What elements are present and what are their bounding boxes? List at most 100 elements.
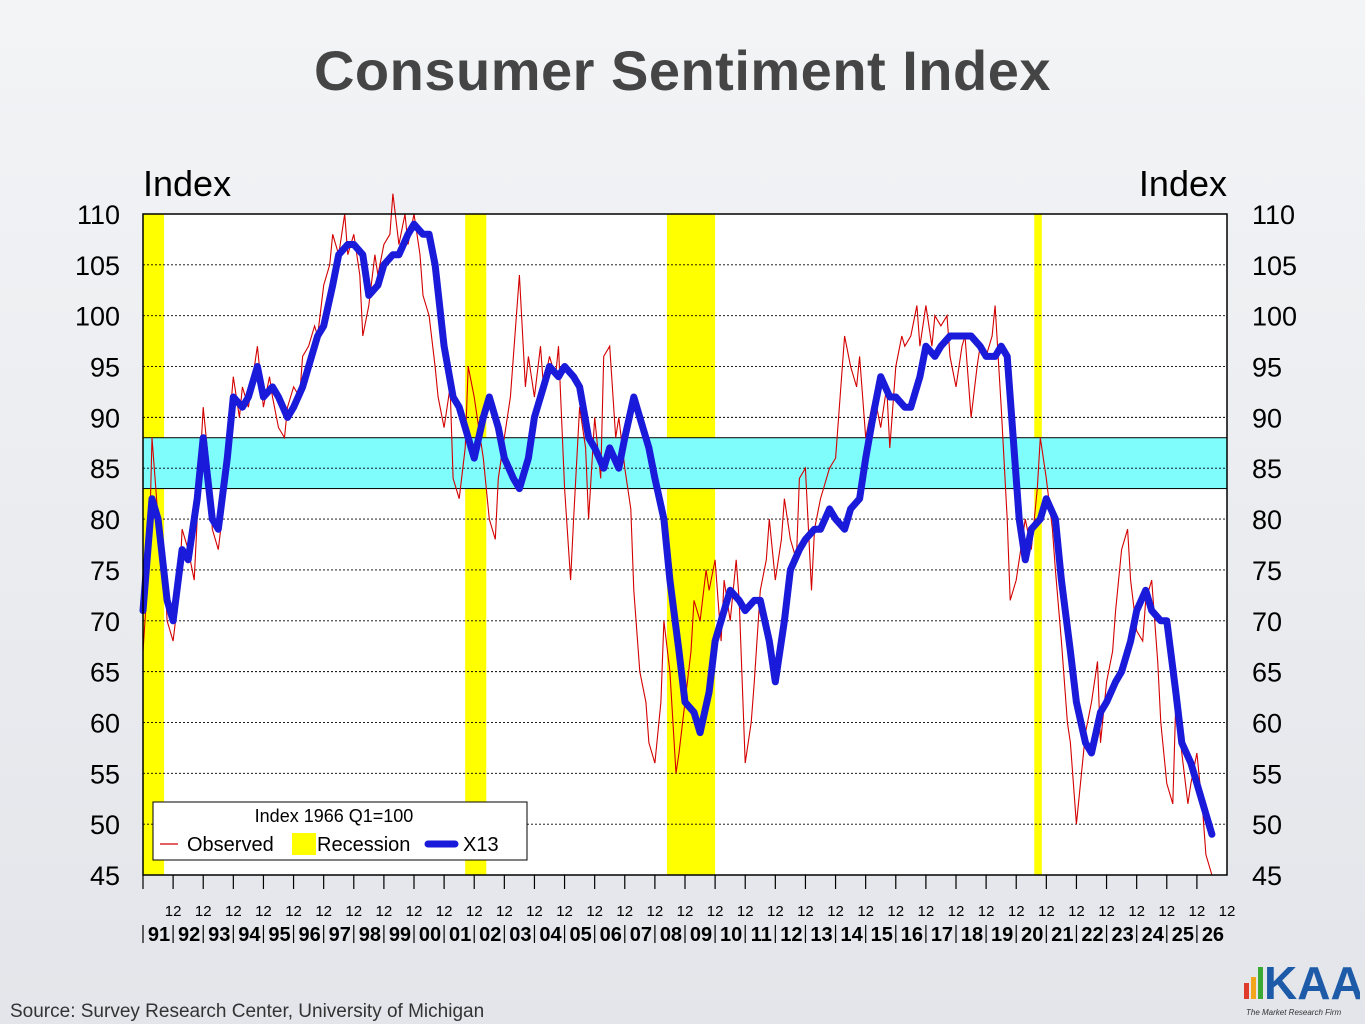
right-axis-label: Index	[1139, 163, 1227, 204]
y-tick-left-60: 60	[90, 708, 120, 738]
y-tick-left-45: 45	[90, 861, 120, 891]
x-tick-year-label-99: 99	[389, 924, 411, 946]
legend-title: Index 1966 Q1=100	[255, 806, 414, 826]
x-tick-top-label-03: 12	[526, 903, 543, 920]
series-observed-line	[142, 193, 1213, 876]
x-tick-year-label-98: 98	[359, 924, 381, 946]
legend: Index 1966 Q1=100 Observed Recession X13	[152, 801, 528, 861]
legend-recession-swatch	[292, 833, 316, 855]
x-tick-top-label-21: 12	[1068, 903, 1085, 920]
legend-x13-label: X13	[463, 834, 499, 856]
x-tick-top-label-25: 12	[1189, 903, 1206, 920]
series-layer	[139, 193, 1216, 876]
x-tick-top-label-93: 12	[225, 903, 242, 920]
x-tick-top-label-24: 12	[1158, 903, 1175, 920]
x-tick-top-label-96: 12	[315, 903, 332, 920]
y-tick-right-80: 80	[1252, 505, 1282, 535]
x-tick-top-label-13: 12	[827, 903, 844, 920]
x-tick-top-label-98: 12	[376, 903, 393, 920]
band-layer	[142, 437, 1228, 490]
x-tick-year-label-91: 91	[148, 924, 170, 946]
x-tick-year-label-17: 17	[931, 924, 953, 946]
x-tick-year-label-09: 09	[690, 924, 712, 946]
y-tick-right-50: 50	[1252, 810, 1282, 840]
y-tick-right-110: 110	[1252, 200, 1295, 230]
x-tick-year-label-19: 19	[991, 924, 1013, 946]
x-tick-year-label-18: 18	[961, 924, 983, 946]
x-tick-year-label-08: 08	[660, 924, 682, 946]
y-tick-right-65: 65	[1252, 658, 1282, 688]
kaa-logo: KAA The Market Research Firm	[1244, 957, 1360, 1017]
x-tick-year-label-03: 03	[509, 924, 531, 946]
x-tick-year-label-23: 23	[1111, 924, 1133, 946]
x-tick-top-label-94: 12	[255, 903, 272, 920]
y-tick-right-45: 45	[1252, 861, 1282, 891]
x-tick-top-label-15: 12	[887, 903, 904, 920]
y-tick-right-55: 55	[1252, 759, 1282, 789]
x-tick-year-label-20: 20	[1021, 924, 1043, 946]
x-tick-top-label-02: 12	[496, 903, 513, 920]
x-tick-top-label-07: 12	[647, 903, 664, 920]
y-tick-left-75: 75	[90, 556, 120, 586]
recession-bar-3	[1034, 214, 1042, 875]
x-tick-top-label-10: 12	[737, 903, 754, 920]
x-tick-top-label-12: 12	[797, 903, 814, 920]
x-tick-top-label-22: 12	[1098, 903, 1115, 920]
x-tick-top-label-91: 12	[165, 903, 182, 920]
x-tick-top-label-08: 12	[677, 903, 694, 920]
x-tick-year-label-22: 22	[1081, 924, 1103, 946]
x-tick-year-label-04: 04	[539, 924, 562, 946]
logo-wordmark: KAA	[1264, 957, 1360, 1009]
x-tick-year-label-11: 11	[751, 924, 772, 946]
x-tick-year-label-26: 26	[1202, 924, 1224, 946]
x-tick-year-label-96: 96	[298, 924, 320, 946]
y-tick-left-55: 55	[90, 759, 120, 789]
x-tick-top-label-18: 12	[978, 903, 995, 920]
x-tick-top-label-01: 12	[466, 903, 483, 920]
y-tick-left-80: 80	[90, 505, 120, 535]
x-tick-year-label-21: 21	[1051, 924, 1073, 946]
x-tick-year-label-95: 95	[268, 924, 290, 946]
x-tick-year-label-25: 25	[1172, 924, 1194, 946]
logo-tagline: The Market Research Firm	[1246, 1008, 1341, 1017]
legend-recession-label: Recession	[317, 834, 410, 856]
x-tick-year-label-24: 24	[1142, 924, 1165, 946]
series-x13-line	[139, 220, 1216, 838]
y-tick-left-100: 100	[75, 302, 120, 332]
y-tick-right-90: 90	[1252, 403, 1282, 433]
logo-bar-orange	[1251, 977, 1256, 999]
x-tick-top-label-09: 12	[707, 903, 724, 920]
y-tick-left-95: 95	[90, 353, 120, 383]
x-tick-top-label-97: 12	[345, 903, 362, 920]
x-tick-top-label-92: 12	[195, 903, 212, 920]
x-tick-top-label-16: 12	[918, 903, 935, 920]
x-tick-top-label-06: 12	[616, 903, 633, 920]
recession-bar-0	[143, 214, 165, 875]
recession-bar-2	[666, 214, 716, 875]
y-tick-left-90: 90	[90, 403, 120, 433]
x-tick-year-label-05: 05	[569, 924, 591, 946]
y-tick-left-50: 50	[90, 810, 120, 840]
x-tick-year-label-06: 06	[600, 924, 622, 946]
x-tick-year-label-16: 16	[901, 924, 923, 946]
y-axis-layer: 45 45 50 50 55 55 60 60 65 65 70 70 75 75 80 80 85 85 90 90…	[75, 200, 1297, 891]
y-tick-left-85: 85	[90, 454, 120, 484]
logo-bar-red	[1244, 983, 1249, 999]
y-tick-left-105: 105	[75, 251, 120, 281]
x-tick-top-label-23: 12	[1128, 903, 1145, 920]
y-tick-right-105: 105	[1252, 251, 1297, 281]
x-tick-top-label-26: 12	[1219, 903, 1236, 920]
source-note: Source: Survey Research Center, Universi…	[10, 1001, 485, 1022]
legend-observed-label: Observed	[187, 834, 274, 856]
x-tick-top-label-99: 12	[406, 903, 423, 920]
x-tick-year-label-10: 10	[720, 924, 742, 946]
x-tick-year-label-93: 93	[208, 924, 230, 946]
chart: 45 45 50 50 55 55 60 60 65 65 70 70 75 75 80 80 85 85 90 90…	[75, 163, 1297, 946]
x-tick-year-label-00: 00	[419, 924, 441, 946]
x-tick-year-label-92: 92	[178, 924, 200, 946]
x-tick-year-label-14: 14	[840, 924, 863, 946]
x-tick-year-label-02: 02	[479, 924, 501, 946]
x-tick-year-label-07: 07	[630, 924, 652, 946]
reference-band	[142, 437, 1228, 490]
x-tick-year-label-15: 15	[871, 924, 893, 946]
